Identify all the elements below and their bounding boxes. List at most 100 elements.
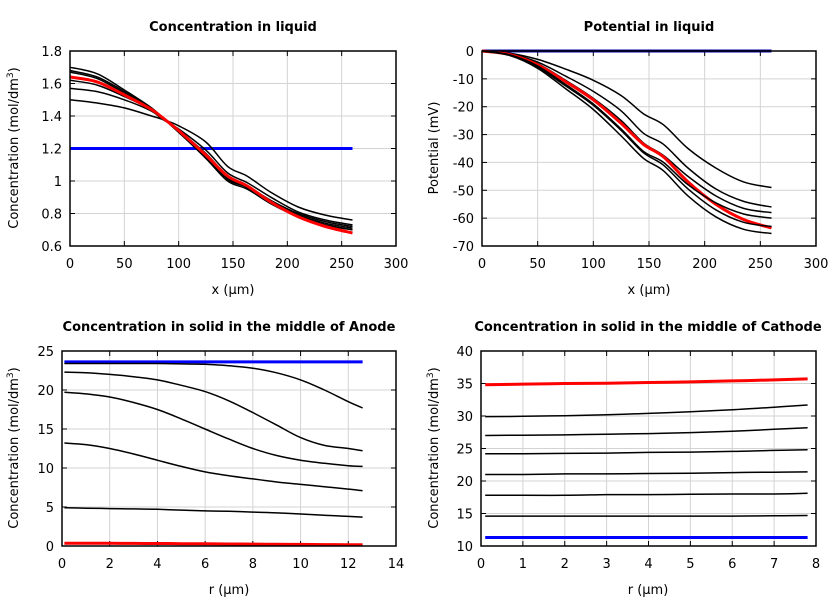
series-line-t3 — [481, 50, 772, 214]
series-line-t2 — [485, 492, 808, 497]
y-tick-label: 25 — [37, 345, 54, 360]
series-line-t6 — [485, 404, 808, 418]
y-tick-label: 1.6 — [41, 78, 62, 93]
y-axis-label: Concentration (mol/dm3) — [6, 67, 22, 229]
x-axis-label: r (µm) — [209, 583, 250, 598]
x-tick-label: 7 — [770, 557, 778, 572]
x-tick-label: 3 — [602, 557, 610, 572]
series-line-t5 — [485, 426, 808, 437]
x-tick-label: 50 — [116, 257, 133, 272]
series-line-t1 — [69, 99, 353, 221]
series-line-final — [485, 377, 808, 387]
series-line-t1 — [481, 50, 772, 189]
x-axis-label: r (µm) — [628, 583, 669, 598]
y-tick-label: 30 — [456, 410, 473, 425]
y-axis-label: Potential (mV) — [427, 102, 442, 195]
series-line-t6 — [481, 50, 772, 235]
y-tick-label: 25 — [456, 443, 473, 458]
series-line-t5 — [69, 69, 353, 231]
y-tick-label: -50 — [453, 184, 474, 199]
x-tick-label: 4 — [153, 557, 161, 572]
series-line-t5 — [64, 507, 363, 518]
y-tick-label: 40 — [456, 345, 473, 360]
y-tick-label: 0.6 — [41, 240, 62, 255]
x-tick-label: 0 — [478, 257, 486, 272]
y-tick-label: -20 — [453, 101, 474, 116]
series-line-final — [64, 541, 363, 547]
y-tick-label: 15 — [456, 508, 473, 523]
plot-frame — [69, 50, 397, 247]
chart-liquid-concentration: Concentration in liquid x (µm) Concentra… — [6, 20, 408, 298]
series-line-t4 — [64, 442, 363, 492]
series-line-final — [481, 49, 772, 230]
y-tick-label: 0 — [466, 45, 474, 60]
x-tick-label: 100 — [166, 257, 191, 272]
x-tick-label: 0 — [58, 557, 66, 572]
x-tick-label: 150 — [637, 257, 662, 272]
x-tick-label: 5 — [686, 557, 694, 572]
y-tick-label: -30 — [453, 129, 474, 144]
x-axis-label: x (µm) — [212, 283, 255, 298]
series-line-t2 — [481, 50, 772, 208]
chart-anode-solid-concentration: Concentration in solid in the middle of … — [6, 320, 404, 598]
series-line-t1 — [64, 362, 363, 409]
y-tick-label: 0.8 — [41, 208, 62, 223]
chart-title: Concentration in solid in the middle of … — [474, 320, 822, 335]
y-axis-label: Concentration (mol/dm3) — [426, 367, 442, 529]
series-line-t3 — [485, 471, 808, 476]
series-line-t4 — [481, 50, 772, 219]
x-tick-label: 0 — [477, 557, 485, 572]
x-tick-label: 250 — [329, 257, 354, 272]
x-tick-label: 12 — [340, 557, 357, 572]
plot-frame — [61, 350, 397, 547]
y-tick-label: -40 — [453, 156, 474, 171]
y-tick-label: 10 — [456, 540, 473, 555]
x-tick-label: 250 — [748, 257, 773, 272]
y-tick-label: 0 — [46, 540, 54, 555]
x-tick-label: 6 — [728, 557, 736, 572]
chart-cathode-solid-concentration: Concentration in solid in the middle of … — [426, 320, 822, 598]
plot-frame — [480, 350, 817, 547]
y-tick-label: 20 — [456, 475, 473, 490]
y-tick-label: 1 — [54, 175, 62, 190]
chart-title: Concentration in solid in the middle of … — [63, 320, 396, 335]
x-tick-label: 8 — [249, 557, 257, 572]
x-tick-label: 0 — [66, 257, 74, 272]
y-tick-label: -70 — [453, 240, 474, 255]
series-line-final — [69, 75, 353, 235]
y-tick-label: 15 — [37, 423, 54, 438]
y-tick-label: 1.4 — [41, 110, 62, 125]
series-line-t3 — [64, 391, 363, 468]
y-tick-label: 10 — [37, 462, 54, 477]
x-tick-label: 2 — [106, 557, 114, 572]
x-tick-label: 2 — [561, 557, 569, 572]
x-tick-label: 14 — [388, 557, 405, 572]
x-tick-label: 1 — [519, 557, 527, 572]
series-line-t4 — [485, 449, 808, 455]
chart-title: Concentration in liquid — [149, 20, 317, 35]
x-tick-label: 6 — [201, 557, 209, 572]
y-tick-label: 1.2 — [41, 143, 62, 158]
x-tick-label: 200 — [275, 257, 300, 272]
y-tick-label: -60 — [453, 212, 474, 227]
series-line-t2 — [69, 87, 353, 226]
x-tick-label: 300 — [384, 257, 409, 272]
y-tick-label: 20 — [37, 384, 54, 399]
x-tick-label: 100 — [581, 257, 606, 272]
y-tick-label: 35 — [456, 378, 473, 393]
x-tick-label: 300 — [804, 257, 829, 272]
y-tick-label: 1.8 — [41, 45, 62, 60]
x-tick-label: 50 — [529, 257, 546, 272]
series-line-t2 — [64, 371, 363, 452]
x-tick-label: 8 — [812, 557, 820, 572]
x-axis-label: x (µm) — [628, 283, 671, 298]
x-tick-label: 200 — [692, 257, 717, 272]
x-tick-label: 10 — [292, 557, 309, 572]
y-axis-label: Concentration (mol/dm3) — [6, 367, 22, 529]
x-tick-label: 150 — [221, 257, 246, 272]
chart-title: Potential in liquid — [584, 20, 715, 35]
y-tick-label: -10 — [453, 73, 474, 88]
series-line-t5 — [481, 50, 772, 228]
plot-frame — [481, 50, 817, 247]
